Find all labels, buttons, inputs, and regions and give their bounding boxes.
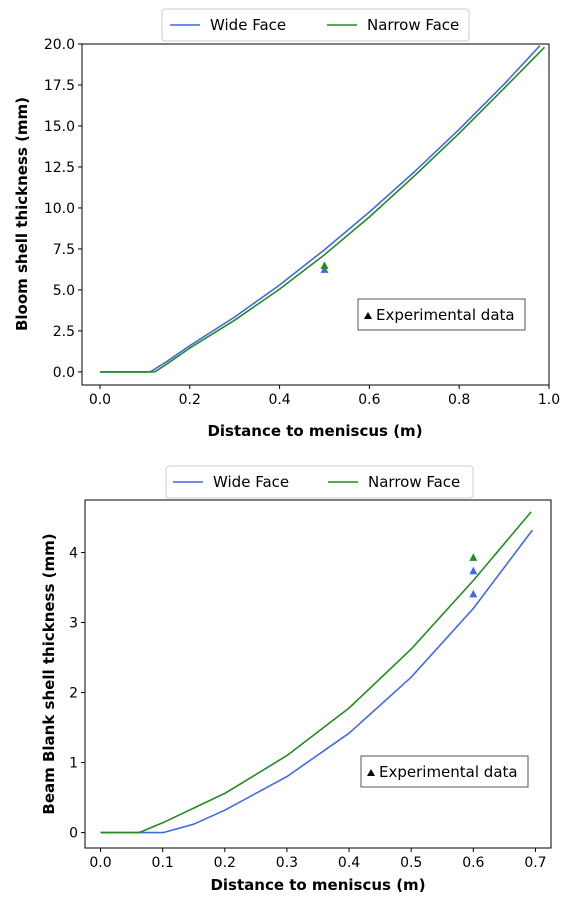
experimental-label: Experimental data (379, 763, 518, 781)
y-tick-label: 2 (69, 686, 78, 702)
y-tick-label: 17.5 (44, 78, 75, 94)
experimental-label: Experimental data (376, 306, 515, 324)
beam-blank-chart: 0.0 0.1 0.2 0.3 0.4 0.5 0.6 0.7 0 1 2 3 4 Distance … (40, 465, 552, 894)
series-line-wide-face (100, 529, 534, 834)
y-ticks: 0 1 2 3 4 (69, 546, 85, 842)
experimental-box (357, 298, 526, 331)
legend: Wide Face Narrow Face (161, 8, 470, 42)
experimental-point (320, 261, 329, 269)
y-axis-label: Bloom shell thickness (mm) (13, 97, 31, 331)
y-tick-label: 1 (69, 756, 78, 772)
plot-frame (81, 43, 550, 386)
experimental-triangle-icon (364, 312, 372, 319)
y-tick-label: 4 (69, 546, 78, 562)
y-tick-label: 0.0 (53, 365, 75, 381)
y-tick-label: 20.0 (44, 37, 75, 53)
x-tick-label: 0.6 (462, 855, 484, 871)
y-axis-label: Beam Blank shell thickness (mm) (40, 533, 58, 814)
series-line-narrow-face (100, 511, 532, 834)
series-lines (100, 511, 534, 834)
experimental-point (469, 566, 478, 575)
x-axis-label: Distance to meniscus (m) (210, 876, 425, 894)
x-tick-label: 1.0 (538, 392, 560, 408)
x-tick-label: 0.7 (524, 855, 546, 871)
experimental-triangle-icon (367, 769, 375, 776)
y-tick-label: 15.0 (44, 119, 75, 135)
legend-box (161, 8, 470, 42)
experimental-point (320, 265, 329, 273)
x-tick-label: 0.8 (448, 392, 470, 408)
experimental-annotation: Experimental data (360, 755, 529, 788)
x-tick-label: 0.3 (276, 855, 298, 871)
x-tick-label: 0.2 (214, 855, 236, 871)
legend-narrow-face-label: Narrow Face (367, 16, 459, 34)
legend-wide-face-label: Wide Face (210, 16, 286, 34)
y-tick-label: 5.0 (53, 283, 75, 299)
x-tick-label: 0.0 (89, 392, 111, 408)
experimental-points (320, 261, 329, 273)
experimental-annotation: Experimental data (357, 298, 526, 331)
plot-frame (84, 499, 552, 849)
y-tick-label: 7.5 (53, 242, 75, 258)
x-tick-label: 0.5 (400, 855, 422, 871)
x-tick-label: 0.4 (338, 855, 360, 871)
bloom-chart: 0.0 0.2 0.4 0.6 0.8 1.0 0.0 2.5 5.0 7.5 10.0 12.5 1… (13, 8, 560, 440)
y-ticks: 0.0 2.5 5.0 7.5 10.0 12.5 15.0 17.5 20.0 (44, 37, 82, 381)
legend-wide-face-label: Wide Face (213, 473, 289, 491)
experimental-point (469, 589, 478, 598)
y-tick-label: 10.0 (44, 201, 75, 217)
x-ticks: 0.0 0.1 0.2 0.3 0.4 0.5 0.6 0.7 (89, 848, 547, 871)
y-tick-label: 2.5 (53, 324, 75, 340)
x-axis-label: Distance to meniscus (m) (207, 422, 422, 440)
legend: Wide Face Narrow Face (165, 465, 474, 499)
x-tick-label: 0.4 (268, 392, 290, 408)
experimental-points (469, 553, 478, 598)
x-tick-label: 0.6 (358, 392, 380, 408)
y-tick-label: 3 (69, 616, 78, 632)
series-lines (100, 45, 546, 373)
series-line-narrow-face (100, 46, 546, 373)
x-ticks: 0.0 0.2 0.4 0.6 0.8 1.0 (89, 385, 560, 408)
x-tick-label: 0.2 (179, 392, 201, 408)
x-tick-label: 0.1 (152, 855, 174, 871)
x-tick-label: 0.0 (89, 855, 111, 871)
y-tick-label: 12.5 (44, 160, 75, 176)
legend-narrow-face-label: Narrow Face (368, 473, 460, 491)
legend-box (165, 465, 474, 499)
y-tick-label: 0 (69, 826, 78, 842)
experimental-point (469, 553, 478, 561)
experimental-box (360, 755, 529, 788)
